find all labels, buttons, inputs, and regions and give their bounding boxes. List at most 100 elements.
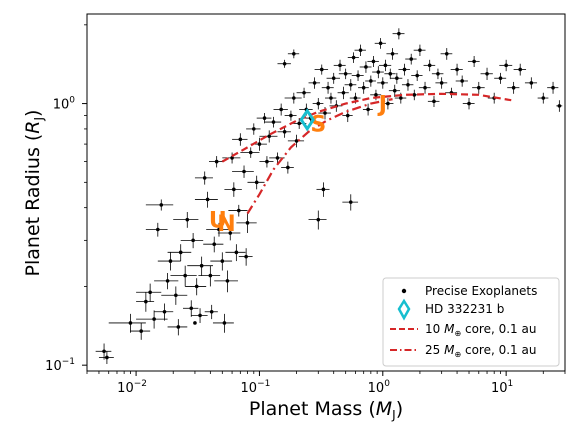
data-marker-71 [343, 71, 348, 76]
data-point-6 [136, 310, 168, 329]
data-point-70 [337, 86, 349, 100]
data-point-62 [308, 210, 327, 230]
data-point-115 [494, 72, 507, 84]
data-point-97 [405, 53, 417, 65]
data-point-0 [95, 343, 112, 360]
data-point-43 [247, 175, 265, 190]
data-marker-7 [156, 227, 160, 232]
data-marker-62 [316, 217, 321, 222]
data-marker-41 [248, 150, 253, 155]
data-point-95 [398, 63, 410, 76]
data-marker-36 [236, 208, 241, 213]
data-marker-39 [244, 254, 248, 259]
data-marker-28 [217, 227, 221, 232]
data-point-15 [170, 265, 197, 287]
data-marker-14 [178, 250, 183, 255]
data-marker-111 [472, 59, 476, 64]
data-point-121 [547, 81, 559, 94]
data-marker-9 [162, 309, 167, 314]
data-marker-69 [338, 63, 342, 68]
y-tick-label-0: 10−1 [45, 357, 75, 374]
data-marker-22 [202, 176, 207, 180]
curve-10-earth-core [221, 92, 512, 163]
data-point-55 [287, 134, 305, 148]
data-marker-44 [257, 142, 262, 146]
data-marker-31 [225, 279, 230, 283]
data-marker-49 [275, 156, 280, 160]
data-point-13 [167, 319, 188, 336]
data-point-29 [210, 252, 233, 271]
data-marker-73 [348, 82, 353, 87]
data-marker-11 [168, 259, 173, 263]
data-marker-30 [222, 321, 227, 325]
data-marker-110 [467, 101, 471, 106]
data-marker-67 [331, 76, 336, 81]
data-point-60 [308, 77, 321, 89]
data-point-54 [284, 92, 302, 104]
data-point-92 [390, 72, 403, 84]
data-marker-118 [518, 67, 523, 72]
data-point-112 [472, 81, 485, 94]
data-marker-1 [105, 355, 109, 360]
data-marker-88 [386, 101, 390, 106]
data-point-47 [259, 130, 278, 143]
data-marker-120 [541, 96, 546, 100]
data-marker-16 [185, 217, 190, 222]
data-point-42 [246, 123, 261, 135]
data-marker-60 [312, 81, 317, 85]
data-marker-17 [189, 306, 194, 311]
data-point-53 [284, 110, 297, 121]
data-layer: J S UN [95, 28, 563, 365]
data-point-1 [98, 351, 114, 365]
data-marker-20 [198, 313, 202, 318]
data-marker-104 [436, 71, 440, 76]
data-point-82 [367, 56, 379, 67]
x-tick-label-1: 10−1 [241, 379, 271, 396]
data-point-89 [384, 68, 396, 80]
hd332231b-marker [299, 108, 316, 132]
data-point-86 [377, 77, 388, 89]
data-marker-74 [351, 55, 356, 60]
data-marker-38 [242, 169, 246, 174]
data-point-87 [378, 59, 392, 72]
data-marker-105 [439, 81, 444, 85]
solar-planet-label-n: N [217, 212, 235, 237]
data-marker-29 [220, 259, 225, 263]
data-point-5 [136, 283, 162, 302]
x-tick-label-0: 10−2 [117, 379, 147, 396]
data-marker-115 [498, 76, 503, 81]
legend-label-25core: 25 M⊕ core, 0.1 au [425, 343, 536, 359]
data-point-24 [198, 265, 221, 287]
data-point-84 [372, 66, 384, 79]
data-marker-123 [193, 321, 197, 325]
data-marker-8 [159, 203, 164, 207]
data-point-26 [203, 236, 224, 253]
data-marker-48 [271, 120, 276, 124]
data-point-61 [312, 98, 324, 110]
data-point-67 [326, 72, 341, 84]
data-marker-82 [371, 59, 376, 64]
data-marker-23 [205, 197, 210, 202]
data-point-30 [212, 313, 234, 333]
data-marker-86 [380, 81, 385, 85]
data-marker-106 [444, 51, 449, 56]
data-marker-97 [409, 57, 414, 61]
data-point-35 [225, 244, 246, 262]
data-marker-18 [191, 238, 195, 243]
data-point-69 [333, 59, 346, 72]
data-point-119 [524, 77, 538, 89]
solar-planet-label-u: U [209, 209, 227, 234]
data-point-22 [194, 171, 213, 185]
data-point-3 [130, 322, 151, 340]
data-marker-94 [399, 96, 403, 100]
data-marker-80 [366, 107, 370, 112]
data-marker-87 [383, 63, 388, 68]
data-marker-13 [176, 325, 181, 329]
data-marker-98 [412, 93, 417, 97]
data-marker-72 [345, 113, 350, 118]
data-point-9 [154, 303, 174, 321]
data-marker-116 [504, 63, 508, 68]
y-axis-label: Planet Radius (RJ) [22, 110, 46, 277]
data-marker-84 [376, 70, 381, 74]
data-point-100 [413, 44, 426, 57]
